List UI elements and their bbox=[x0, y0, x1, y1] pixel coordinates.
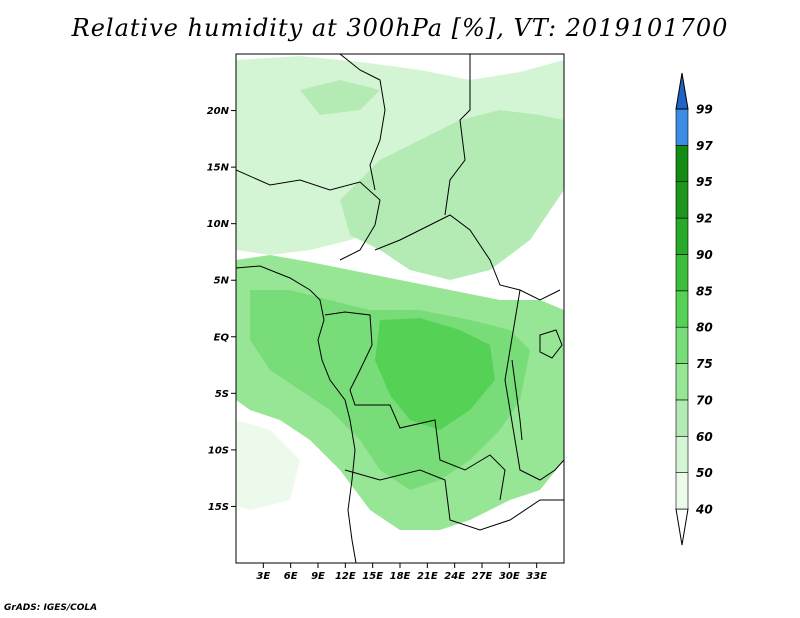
lon-tick-label: 27E bbox=[472, 571, 493, 582]
humidity-region-west-patch bbox=[236, 420, 300, 510]
colorbar-box bbox=[675, 399, 689, 437]
lat-tick-label: 5S bbox=[215, 389, 229, 400]
longitude-axis: 3E 6E 9E 12E 15E 18E 21E 24E 27E 30E 33E bbox=[256, 563, 547, 582]
colorbar-label: 75 bbox=[696, 357, 713, 371]
colorbar-box bbox=[675, 145, 689, 183]
border-east bbox=[504, 289, 564, 481]
colorbar-box bbox=[675, 181, 689, 219]
colorbar-box bbox=[675, 435, 689, 473]
latitude-axis: 20N 15N 10N 5N EQ 5S 10S 15S bbox=[207, 106, 236, 513]
colorbar-label: 70 bbox=[696, 393, 713, 407]
colorbar-box bbox=[675, 472, 689, 510]
humidity-field bbox=[236, 56, 564, 530]
lat-tick-label: 15S bbox=[208, 502, 229, 513]
lat-tick-label: 5N bbox=[214, 276, 230, 287]
colorbar-top-arrow bbox=[675, 72, 689, 110]
colorbar-label: 95 bbox=[696, 175, 713, 189]
lat-tick-label: 20N bbox=[207, 106, 230, 117]
humidity-region-patch bbox=[375, 318, 495, 430]
colorbar-label: 85 bbox=[696, 284, 713, 298]
lon-tick-label: 6E bbox=[284, 571, 298, 582]
border-north bbox=[339, 54, 471, 216]
lon-tick-label: 24E bbox=[444, 571, 465, 582]
colorbar-label: 80 bbox=[696, 321, 713, 335]
colorbar-bottom-arrow bbox=[675, 508, 689, 546]
lake-victoria-outline bbox=[539, 329, 563, 359]
colorbar-label: 99 bbox=[696, 103, 713, 117]
colorbar-label: 60 bbox=[696, 430, 713, 444]
lon-tick-label: 33E bbox=[526, 571, 547, 582]
border-congo bbox=[324, 311, 506, 501]
colorbar-box bbox=[675, 326, 689, 364]
lon-tick-label: 18E bbox=[390, 571, 411, 582]
border-central bbox=[374, 214, 561, 301]
colorbar-label: 90 bbox=[696, 248, 713, 262]
lon-tick-label: 9E bbox=[311, 571, 325, 582]
colorbar-box bbox=[675, 217, 689, 255]
lon-tick-label: 30E bbox=[499, 571, 520, 582]
colorbar: 40 50 60 70 75 80 85 90 92 95 97 99 bbox=[675, 72, 713, 546]
colorbar-box bbox=[675, 363, 689, 401]
credit-text: GrADS: IGES/COLA bbox=[4, 603, 98, 613]
coastline-west bbox=[236, 265, 357, 563]
humidity-region-band bbox=[340, 110, 564, 280]
lon-tick-label: 12E bbox=[335, 571, 356, 582]
lake-tanganyika-outline bbox=[511, 359, 523, 441]
colorbar-label: 97 bbox=[696, 139, 713, 153]
colorbar-label: 50 bbox=[696, 466, 713, 480]
lon-tick-label: 3E bbox=[256, 571, 270, 582]
colorbar-box bbox=[675, 108, 689, 146]
lat-tick-label: 15N bbox=[207, 163, 230, 174]
lat-tick-label: EQ bbox=[214, 332, 230, 343]
border-south bbox=[344, 469, 564, 531]
colorbar-box bbox=[675, 290, 689, 328]
colorbar-label: 92 bbox=[696, 212, 713, 226]
colorbar-box bbox=[675, 254, 689, 292]
lon-tick-label: 21E bbox=[417, 571, 438, 582]
lon-tick-label: 15E bbox=[362, 571, 383, 582]
chart-title: Relative humidity at 300hPa [%], VT: 201… bbox=[71, 14, 729, 42]
border-sahel bbox=[236, 169, 381, 261]
lat-tick-label: 10S bbox=[208, 445, 229, 456]
humidity-region-north-streak bbox=[300, 80, 380, 115]
colorbar-label: 40 bbox=[695, 503, 713, 517]
country-borders bbox=[236, 54, 564, 563]
lat-tick-label: 10N bbox=[207, 219, 230, 230]
